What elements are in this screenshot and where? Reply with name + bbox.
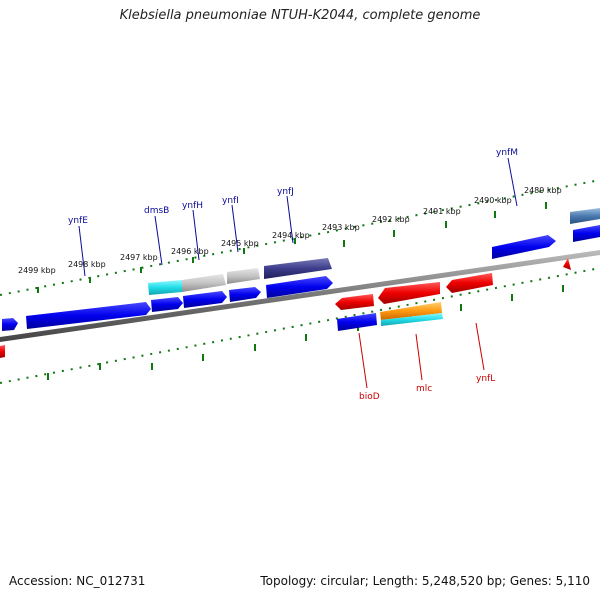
cds-arrow-blue-7[interactable]	[573, 225, 600, 242]
gene-label-bioD[interactable]: bioD	[359, 392, 380, 402]
tick-label: 2492 kbp	[372, 215, 410, 224]
cds-arrow-red-2[interactable]	[378, 282, 440, 304]
cds-arrow-red-3[interactable]	[446, 273, 493, 293]
tick-label: 2499 kbp	[18, 266, 56, 275]
tick-label: 2497 kbp	[120, 253, 158, 262]
cds-arrow-red-tip[interactable]	[563, 258, 571, 270]
cds-arrow-ynfM[interactable]	[570, 208, 600, 224]
tick-label: 2489 kbp	[524, 186, 562, 195]
reverse-lane	[0, 258, 571, 358]
tick-label: 2495 kbp	[221, 239, 259, 248]
tick-label: 2493 kbp	[322, 223, 360, 232]
cds-arrow-ynfI[interactable]	[229, 287, 261, 302]
tick-label: 2490 kbp	[474, 196, 512, 205]
topology-text: Topology: circular; Length: 5,248,520 bp…	[260, 574, 590, 588]
cds-arrow-small-left[interactable]	[2, 318, 18, 331]
cds-arrow-ynfJ[interactable]	[264, 258, 332, 279]
outer-major-ticks	[37, 202, 547, 293]
tick-label: 2494 kbp	[272, 231, 310, 240]
page-title: Klebsiella pneumoniae NTUH-K2044, comple…	[119, 8, 481, 23]
cds-arrow-blue-6[interactable]	[492, 235, 556, 259]
cds-arrow-red-small[interactable]	[0, 345, 5, 358]
cds-arrow-mlc[interactable]	[380, 302, 442, 320]
cds-arrow-bioD[interactable]	[337, 313, 377, 331]
cds-arrow-blue-5[interactable]	[266, 276, 333, 298]
tick-label: 2491 kbp	[423, 207, 461, 216]
forward-outer-lane	[148, 208, 600, 295]
inner-major-ticks	[47, 285, 564, 380]
gene-labels: ynfE dmsB ynfH ynfI ynfJ ynfM bioD mlc y…	[68, 148, 518, 402]
accession-text: Accession: NC_012731	[9, 574, 146, 588]
cds-arrow-grey-2[interactable]	[227, 268, 260, 284]
tick-label: 2498 kbp	[68, 260, 106, 269]
cds-arrow-ynfE[interactable]	[26, 302, 151, 329]
gene-label-mlc[interactable]: mlc	[416, 384, 432, 394]
gene-label-ynfH[interactable]: ynfH	[182, 201, 203, 211]
gene-label-ynfJ[interactable]: ynfJ	[277, 187, 294, 197]
gene-label-ynfI[interactable]: ynfI	[222, 196, 239, 206]
gene-label-ynfL[interactable]: ynfL	[476, 374, 495, 384]
forward-inner-lane	[2, 225, 600, 331]
genome-backbone	[0, 250, 600, 342]
cds-arrow-mlc-lower[interactable]	[381, 313, 443, 326]
gene-label-dmsB[interactable]: dmsB	[144, 206, 169, 216]
cds-arrow-ynfH[interactable]	[183, 291, 227, 308]
gene-label-ynfE[interactable]: ynfE	[68, 216, 88, 226]
cds-arrow-dmsB[interactable]	[148, 280, 182, 295]
cds-arrow-red-1[interactable]	[335, 294, 374, 310]
cds-arrow-blue-2[interactable]	[151, 297, 183, 312]
cds-arrow-grey-1[interactable]	[182, 274, 226, 292]
gene-label-ynfM[interactable]: ynfM	[496, 148, 518, 158]
label-leaders	[78, 157, 518, 389]
tick-label: 2496 kbp	[171, 247, 209, 256]
kbp-labels: 2499 kbp 2498 kbp 2497 kbp 2496 kbp 2495…	[18, 186, 562, 275]
